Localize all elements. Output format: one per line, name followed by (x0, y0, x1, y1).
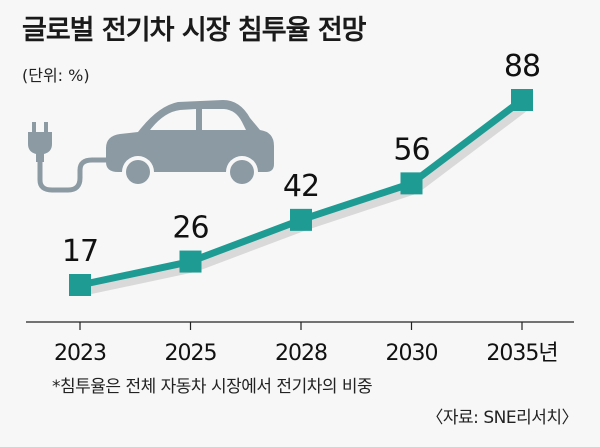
x-tick-label: 2025 (165, 341, 217, 366)
x-tick-label: 2028 (275, 341, 327, 366)
electric-car-plug-icon (28, 92, 278, 206)
data-point-marker (69, 274, 91, 296)
data-label: 88 (504, 49, 540, 84)
data-label: 17 (62, 234, 98, 269)
unit-label: (단위: %) (22, 66, 90, 85)
footnote: *침투율은 전체 자동차 시장에서 전기차의 비중 (52, 377, 373, 397)
x-tick-labels: 2023 2025 2028 2030 2035년 (54, 341, 559, 366)
x-axis (26, 321, 574, 330)
data-point-marker (400, 172, 423, 195)
data-label: 56 (393, 132, 429, 167)
chart-title: 글로벌 전기차 시장 침투율 전망 (22, 15, 367, 46)
source-label: 〈자료: SNE리서치〉 (426, 408, 578, 428)
data-label: 42 (283, 169, 319, 204)
data-label: 26 (172, 211, 208, 246)
x-tick-label: 2023 (54, 341, 106, 366)
data-point-marker (511, 89, 533, 111)
data-labels: 17 26 42 56 88 (62, 49, 541, 269)
x-tick-label: 2035년 (486, 341, 557, 366)
data-point-marker (290, 208, 312, 231)
data-markers (69, 89, 533, 296)
x-tick-label: 2030 (386, 341, 438, 366)
data-point-marker (179, 250, 202, 273)
